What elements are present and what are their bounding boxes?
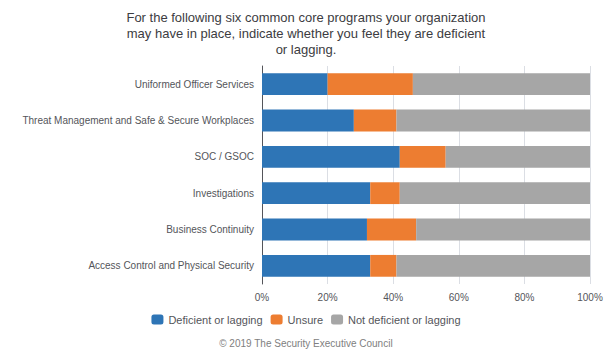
svg-text:20%: 20% xyxy=(318,292,338,303)
svg-text:100%: 100% xyxy=(577,292,603,303)
svg-text:0%: 0% xyxy=(255,292,270,303)
svg-text:Unsure: Unsure xyxy=(288,314,323,326)
svg-text:Business Continuity: Business Continuity xyxy=(166,224,254,235)
svg-text:or lagging.: or lagging. xyxy=(276,42,337,57)
svg-text:40%: 40% xyxy=(383,292,403,303)
svg-text:60%: 60% xyxy=(449,292,469,303)
svg-text:Uniformed Officer Services: Uniformed Officer Services xyxy=(135,79,254,90)
svg-text:Deficient or lagging: Deficient or lagging xyxy=(168,314,262,326)
svg-text:For the following six common c: For the following six common core progra… xyxy=(126,10,485,25)
svg-text:Investigations: Investigations xyxy=(193,188,254,199)
svg-text:Not deficient or lagging: Not deficient or lagging xyxy=(348,314,461,326)
svg-text:© 2019 The Security Executive: © 2019 The Security Executive Council xyxy=(219,338,392,349)
svg-text:80%: 80% xyxy=(514,292,534,303)
svg-text:may have in place, indicate wh: may have in place, indicate whether you … xyxy=(127,26,486,41)
svg-text:Access Control and Physical Se: Access Control and Physical Security xyxy=(88,260,254,271)
svg-text:Threat Management and Safe & S: Threat Management and Safe & Secure Work… xyxy=(22,115,254,126)
svg-text:SOC / GSOC: SOC / GSOC xyxy=(195,151,254,162)
